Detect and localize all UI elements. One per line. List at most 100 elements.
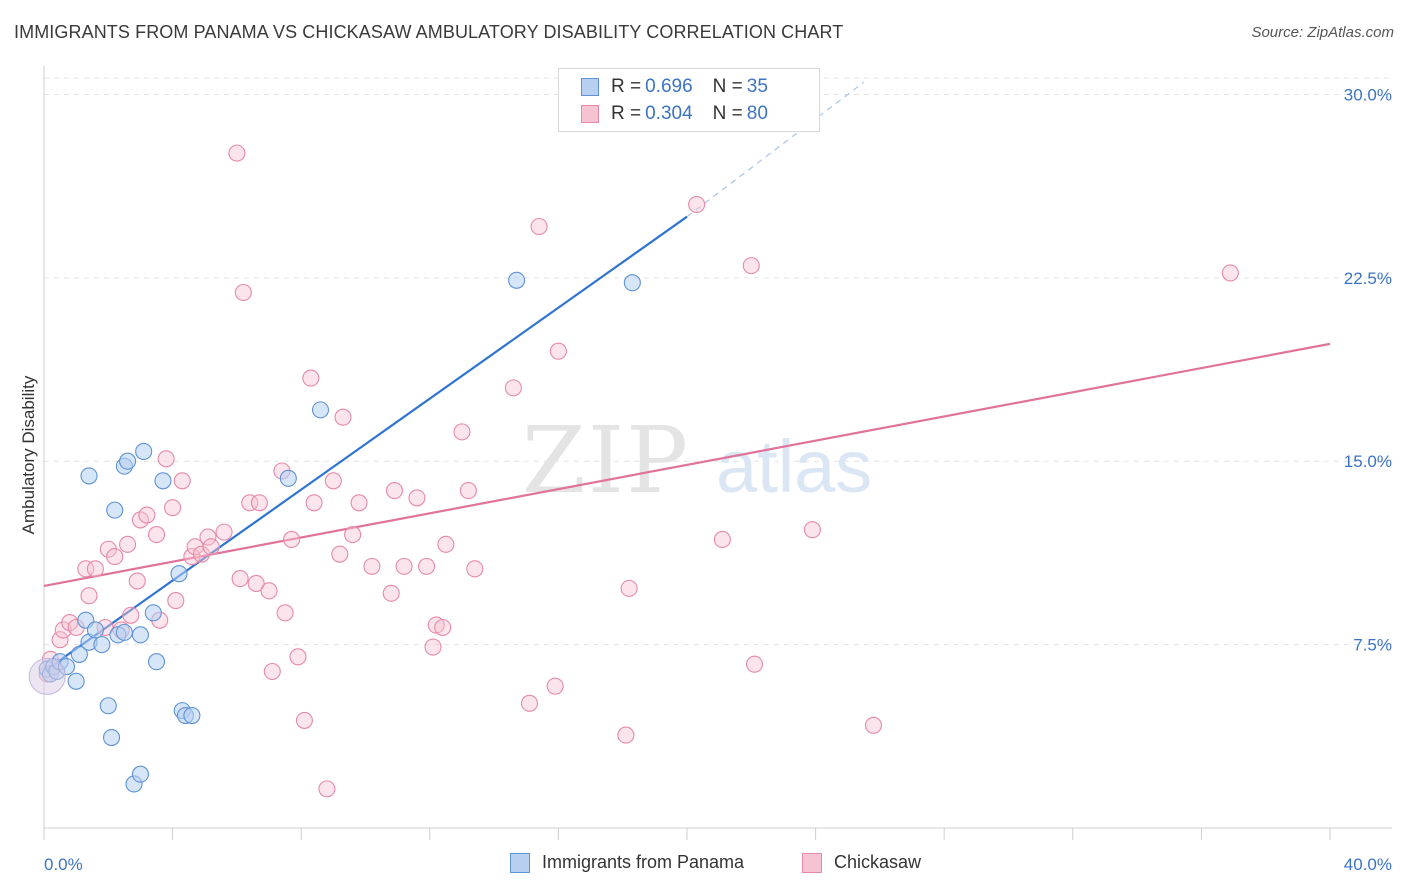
chickasaw-point xyxy=(617,726,635,744)
panama-point xyxy=(154,472,172,490)
chickasaw-point xyxy=(803,521,821,539)
chickasaw-point xyxy=(453,423,471,441)
chickasaw-point xyxy=(241,494,259,512)
chickasaw-point xyxy=(106,548,124,566)
panama-point xyxy=(70,645,88,663)
watermark: ZIP atlas xyxy=(522,407,872,514)
legend-swatch-blue xyxy=(581,78,599,96)
trend-line-dashed xyxy=(686,81,865,218)
chickasaw-point xyxy=(128,572,146,590)
chickasaw-point xyxy=(745,655,764,673)
axes xyxy=(43,66,1392,840)
legend-swatch-pink xyxy=(581,105,599,123)
cluster-point xyxy=(28,657,66,695)
chickasaw-point xyxy=(324,472,342,490)
chickasaw-point xyxy=(51,631,69,649)
chickasaw-point xyxy=(434,618,452,637)
chickasaw-points xyxy=(38,90,1239,798)
chickasaw-point xyxy=(530,217,548,236)
chickasaw-point xyxy=(713,530,731,549)
panama-point xyxy=(170,565,188,583)
legend-n-label: N = xyxy=(712,76,743,97)
bottom-legend-swatch-pink xyxy=(802,852,822,873)
watermark-zip: ZIP xyxy=(522,407,690,514)
chickasaw-point xyxy=(164,499,182,517)
chickasaw-point xyxy=(215,523,233,541)
chickasaw-point xyxy=(549,342,567,360)
chickasaw-point xyxy=(620,579,638,597)
chickasaw-point xyxy=(437,535,455,553)
legend-row-chickasaw: R = 0.304 N = 80 xyxy=(581,101,768,127)
panama-point xyxy=(311,401,330,419)
bottom-legend-panama: Immigrants from Panama xyxy=(510,852,744,873)
chickasaw-point xyxy=(344,526,362,544)
chickasaw-point xyxy=(1221,264,1239,282)
legend-n-value: 80 xyxy=(746,103,768,124)
chickasaw-point xyxy=(363,557,381,575)
y-tick-label: 30.0% xyxy=(1344,85,1392,104)
chickasaw-point xyxy=(546,677,564,695)
chickasaw-point xyxy=(864,716,883,734)
chickasaw-point xyxy=(424,638,442,656)
chickasaw-point xyxy=(289,648,307,666)
legend-row-panama: R = 0.696 N = 35 xyxy=(581,74,768,100)
x-tick-label: 0.0% xyxy=(44,855,83,874)
legend-r-value: 0.696 xyxy=(645,76,693,97)
chart-title: IMMIGRANTS FROM PANAMA VS CHICKASAW AMBU… xyxy=(14,22,844,42)
panama-point xyxy=(131,626,149,644)
chickasaw-point xyxy=(334,408,352,426)
chickasaw-point xyxy=(408,489,426,507)
chickasaw-point xyxy=(295,711,313,729)
stats-legend: R = 0.696 N = 35 R = 0.304 N = 80 xyxy=(558,68,820,132)
y-tick-label: 15.0% xyxy=(1344,452,1392,471)
chickasaw-point xyxy=(331,545,349,563)
chickasaw-point xyxy=(247,574,265,593)
chickasaw-point xyxy=(385,482,403,500)
legend-r-label: R = xyxy=(611,103,642,124)
bottom-legend-label: Chickasaw xyxy=(834,852,922,872)
chickasaw-point xyxy=(231,570,249,588)
trend-line-panama xyxy=(43,81,865,673)
tick-labels: 7.5% 15.0% 22.5% 30.0% 0.0% 40.0% xyxy=(44,85,1392,874)
chickasaw-point xyxy=(520,694,539,712)
panama-point xyxy=(183,706,201,725)
chickasaw-point xyxy=(276,604,294,622)
grid-lines xyxy=(44,77,1392,646)
chickasaw-point xyxy=(183,548,201,566)
trend-line-chickasaw xyxy=(43,342,1331,588)
panama-point xyxy=(508,271,526,289)
bottom-legend-swatch-blue xyxy=(510,852,530,873)
y-axis-label: Ambulatory Disability xyxy=(19,375,38,534)
trend-line-solid xyxy=(43,342,1331,588)
source-credit: Source: ZipAtlas.com xyxy=(1251,24,1394,41)
chickasaw-point xyxy=(228,144,246,162)
chickasaw-point xyxy=(395,557,413,575)
chickasaw-point xyxy=(688,195,706,214)
chickasaw-point xyxy=(167,592,185,610)
chickasaw-point xyxy=(119,535,137,553)
chickasaw-point xyxy=(157,450,175,468)
watermark-atlas: atlas xyxy=(716,425,872,508)
chickasaw-point xyxy=(199,528,217,546)
chickasaw-point xyxy=(742,257,760,275)
panama-point xyxy=(67,672,85,690)
chickasaw-point xyxy=(173,472,191,490)
x-tick-label: 40.0% xyxy=(1344,855,1392,874)
chickasaw-point xyxy=(202,538,220,556)
trend-line-solid xyxy=(43,215,688,673)
panama-point xyxy=(86,621,104,639)
chickasaw-point xyxy=(80,587,98,605)
chickasaw-point xyxy=(86,560,104,578)
bottom-legend-label: Immigrants from Panama xyxy=(542,852,745,872)
chickasaw-point xyxy=(382,584,400,602)
panama-point xyxy=(93,636,111,654)
y-tick-label: 7.5% xyxy=(1353,636,1392,655)
legend-n-label: N = xyxy=(712,103,743,124)
panama-point xyxy=(147,653,166,671)
chickasaw-point xyxy=(263,662,281,681)
legend-r-value: 0.304 xyxy=(645,103,693,124)
panama-point xyxy=(115,623,133,641)
chickasaw-point xyxy=(147,526,166,544)
y-tick-label: 22.5% xyxy=(1344,269,1392,288)
